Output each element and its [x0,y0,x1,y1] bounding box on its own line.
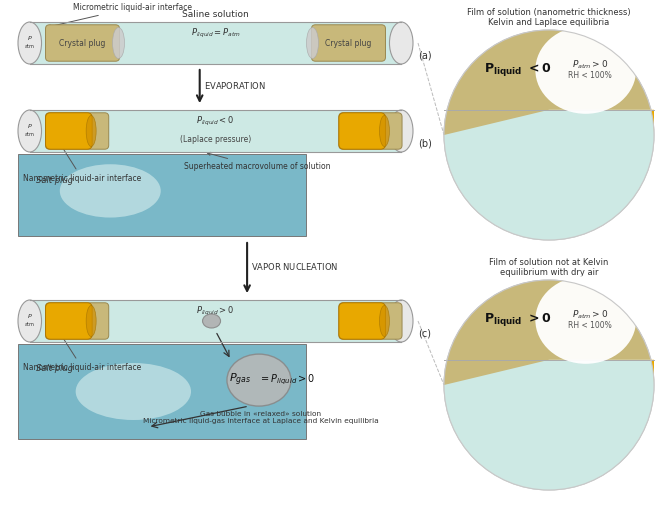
Text: P: P [28,314,31,319]
FancyBboxPatch shape [45,25,120,61]
Ellipse shape [306,28,318,59]
Text: Saline solution: Saline solution [182,10,249,19]
Text: (c): (c) [418,328,431,338]
Text: Gas bubble in «relaxed» solution
Micrometric liquid-gas interface at Laplace and: Gas bubble in «relaxed» solution Microme… [143,411,379,424]
Ellipse shape [227,354,291,406]
Text: Salt plug: Salt plug [36,364,73,373]
Wedge shape [444,110,654,240]
Ellipse shape [389,110,413,152]
Polygon shape [444,280,651,385]
Text: $= P_{liquid} > 0$: $= P_{liquid} > 0$ [259,373,315,388]
Text: (b): (b) [418,138,432,148]
FancyBboxPatch shape [29,110,401,152]
Text: RH < 100%: RH < 100% [568,72,611,81]
Text: E$\mathregular{VAPORATION}$: E$\mathregular{VAPORATION}$ [203,80,266,91]
Text: Film of solution not at Kelvin
equilibrium with dry air: Film of solution not at Kelvin equilibri… [489,258,609,277]
Text: $\mathbf{P_{liquid}}$ $\mathbf{< 0}$: $\mathbf{P_{liquid}}$ $\mathbf{< 0}$ [484,61,551,78]
Ellipse shape [379,116,389,146]
Text: P: P [28,124,31,129]
Ellipse shape [60,164,161,218]
Text: V$\mathregular{APOR\ NUCLEATION}$: V$\mathregular{APOR\ NUCLEATION}$ [251,262,339,272]
Text: RH < 100%: RH < 100% [568,322,611,331]
FancyBboxPatch shape [29,22,401,64]
Ellipse shape [18,22,41,64]
Ellipse shape [535,276,636,364]
FancyBboxPatch shape [312,25,385,61]
Polygon shape [444,110,654,240]
FancyBboxPatch shape [45,113,92,149]
Text: Nanometric liquid-air interface: Nanometric liquid-air interface [23,121,141,183]
Ellipse shape [18,110,41,152]
Circle shape [444,280,654,490]
Text: Superheated macrovolume of solution: Superheated macrovolume of solution [184,152,330,171]
Text: $P_{atm} > 0$: $P_{atm} > 0$ [571,309,608,321]
Wedge shape [444,360,654,490]
Text: Nanometric liquid-air interface: Nanometric liquid-air interface [23,311,141,372]
Text: P: P [28,36,31,41]
Polygon shape [549,360,654,385]
Text: (Laplace pressure): (Laplace pressure) [180,135,251,144]
FancyBboxPatch shape [45,303,109,339]
Text: Film of solution (nanometric thickness)
Kelvin and Laplace equilibria: Film of solution (nanometric thickness) … [467,8,631,27]
FancyBboxPatch shape [18,154,306,236]
FancyBboxPatch shape [339,113,402,149]
Ellipse shape [18,300,41,342]
Ellipse shape [203,314,221,328]
Text: $P_{atm} > 0$: $P_{atm} > 0$ [571,59,608,71]
FancyBboxPatch shape [18,344,306,439]
FancyBboxPatch shape [45,113,109,149]
Polygon shape [549,110,654,135]
Ellipse shape [86,305,96,336]
Text: $P_{liquid} = P_{atm}$: $P_{liquid} = P_{atm}$ [191,27,240,40]
Ellipse shape [535,26,636,114]
Text: $P_{liquid} > 0$: $P_{liquid} > 0$ [196,305,235,318]
Polygon shape [444,30,651,135]
Text: $\mathbf{P_{liquid}}$ $\mathbf{> 0}$: $\mathbf{P_{liquid}}$ $\mathbf{> 0}$ [484,311,551,328]
Ellipse shape [86,116,96,146]
Text: atm: atm [25,132,35,137]
Text: Micrometric liquid-air interface: Micrometric liquid-air interface [47,3,192,28]
Circle shape [444,30,654,240]
Text: atm: atm [25,44,35,49]
Ellipse shape [112,28,124,59]
Ellipse shape [76,363,191,420]
FancyBboxPatch shape [29,300,401,342]
Text: atm: atm [25,322,35,327]
Text: Crystal plug: Crystal plug [325,39,372,48]
FancyBboxPatch shape [339,303,385,339]
Text: $P_{liquid} < 0$: $P_{liquid} < 0$ [196,115,235,128]
Text: Salt plug: Salt plug [36,176,73,185]
Text: (a): (a) [418,50,432,60]
Text: Crystal plug: Crystal plug [60,39,106,48]
FancyBboxPatch shape [339,113,385,149]
FancyBboxPatch shape [339,303,402,339]
Ellipse shape [389,22,413,64]
FancyBboxPatch shape [45,303,92,339]
Ellipse shape [389,300,413,342]
Text: $P_{gas}$: $P_{gas}$ [229,372,251,388]
Polygon shape [444,360,654,490]
Ellipse shape [379,305,389,336]
